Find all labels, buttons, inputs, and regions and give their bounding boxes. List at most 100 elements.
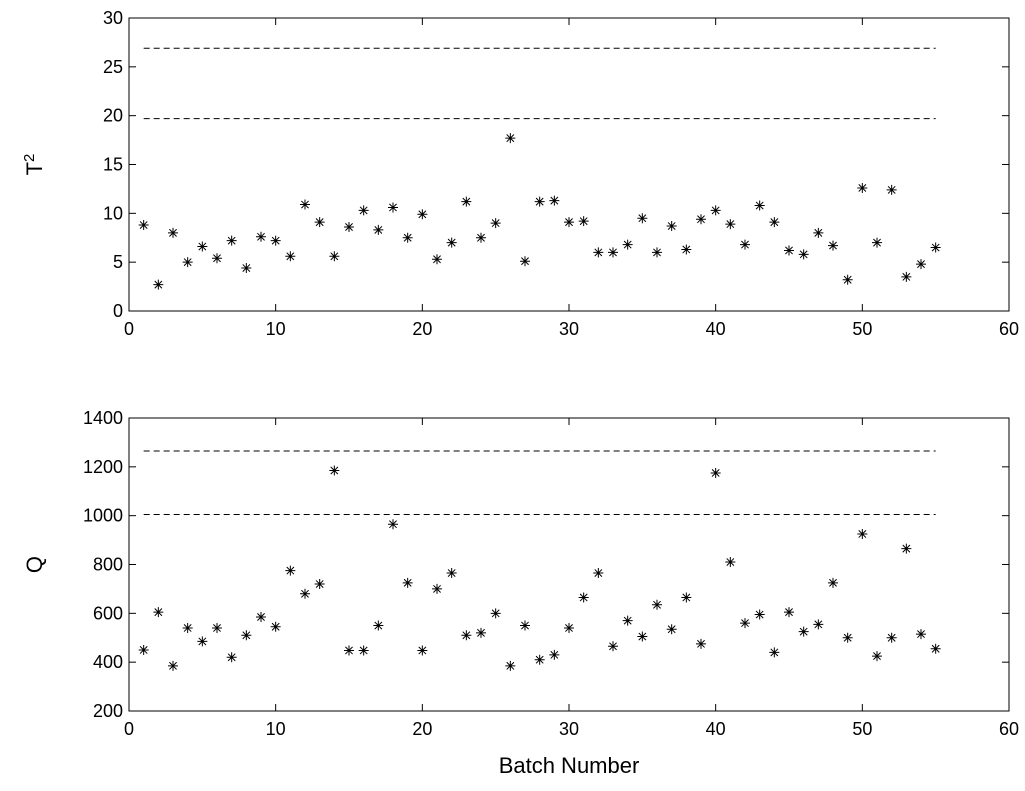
- q-data-point: [446, 568, 457, 579]
- q-data-point: [930, 643, 941, 654]
- q-data-point: [197, 636, 208, 647]
- q-y-ticks: 200 400 600 800 1000 1200 1400: [83, 408, 1009, 721]
- q-y-tick-label: 1200: [83, 457, 123, 477]
- q-data-point: [329, 465, 340, 476]
- t2-data-point: [212, 253, 222, 264]
- t2-data-point: [388, 202, 398, 213]
- q-data-point: [754, 609, 765, 620]
- q-data-point: [402, 577, 413, 588]
- t2-data-point: [153, 279, 164, 290]
- t2-data-point: [520, 256, 530, 267]
- t2-data-points: [138, 133, 941, 290]
- t2-data-point: [813, 227, 824, 238]
- t2-data-point: [226, 235, 237, 246]
- t2-data-point: [476, 232, 486, 243]
- q-data-point: [417, 645, 428, 656]
- q-data-point: [270, 621, 281, 632]
- t2-x-ticks: 0 10 20 30 40 50 60: [124, 18, 1019, 339]
- q-data-point: [622, 615, 633, 626]
- t2-data-point: [241, 263, 252, 274]
- q-axes-frame: [128, 417, 1010, 712]
- q-x-tick-label: 0: [124, 719, 134, 739]
- q-data-point: [226, 652, 237, 663]
- q-y-tick-label: 1400: [83, 408, 123, 428]
- q-data-point: [490, 608, 501, 619]
- q-data-point: [842, 632, 853, 643]
- t2-data-point: [373, 224, 384, 235]
- t2-data-point: [534, 196, 545, 207]
- q-y-tick-label: 800: [93, 555, 123, 575]
- t2-data-point: [168, 227, 178, 238]
- q-x-ticks: 0 10 20 30 40 50 60: [124, 418, 1019, 739]
- q-data-point: [916, 629, 926, 640]
- t2-data-point: [681, 244, 692, 255]
- q-data-points: [138, 465, 941, 671]
- q-data-point: [652, 599, 662, 610]
- t2-data-point: [461, 196, 472, 207]
- t2-data-point: [930, 242, 941, 253]
- t2-data-point: [725, 219, 736, 230]
- t2-x-tick-label: 0: [124, 319, 134, 339]
- t2-data-point: [608, 247, 618, 258]
- q-x-axis-label: Batch Number: [499, 753, 640, 778]
- t2-data-point: [197, 241, 208, 252]
- q-data-point: [564, 622, 574, 633]
- q-data-point: [696, 638, 706, 649]
- q-y-axis-label: Q: [22, 556, 47, 573]
- t2-data-point: [872, 237, 882, 248]
- q-x-tick-label: 10: [266, 719, 286, 739]
- t2-data-point: [300, 199, 310, 210]
- t2-data-point: [798, 249, 809, 260]
- t2-data-point: [432, 254, 442, 265]
- q-data-point: [857, 528, 868, 539]
- q-x-tick-label: 50: [852, 719, 872, 739]
- t2-data-point: [901, 271, 912, 282]
- t2-data-point: [622, 239, 633, 250]
- q-data-point: [813, 619, 824, 630]
- q-y-tick-label: 200: [93, 701, 123, 721]
- t2-data-point: [578, 216, 589, 227]
- t2-data-point: [652, 247, 662, 258]
- q-data-point: [593, 568, 604, 579]
- q-data-point: [505, 660, 516, 671]
- q-data-point: [256, 611, 266, 622]
- q-data-point: [769, 647, 780, 658]
- t2-data-point: [270, 235, 281, 246]
- q-data-point: [314, 579, 325, 590]
- t2-axes-frame: [128, 17, 1010, 312]
- t2-data-point: [505, 133, 516, 144]
- t2-data-point: [402, 232, 413, 243]
- t2-y-tick-label: 30: [103, 8, 123, 28]
- t2-x-tick-label: 60: [999, 319, 1019, 339]
- t2-data-point: [740, 239, 750, 250]
- t2-data-point: [637, 213, 648, 224]
- t2-data-point: [490, 218, 501, 229]
- t2-data-point: [754, 200, 765, 211]
- q-data-point: [344, 645, 354, 656]
- q-y-tick-label: 400: [93, 652, 123, 672]
- t2-x-tick-label: 10: [266, 319, 286, 339]
- q-data-point: [784, 607, 794, 618]
- t2-x-tick-label: 50: [852, 319, 872, 339]
- t2-y-tick-label: 10: [103, 203, 123, 223]
- q-y-tick-label: 600: [93, 603, 123, 623]
- q-data-point: [798, 626, 809, 637]
- q-data-point: [182, 622, 193, 633]
- t2-data-point: [446, 237, 457, 248]
- q-data-point: [886, 632, 897, 643]
- t2-data-point: [329, 251, 340, 262]
- q-data-point: [534, 654, 545, 665]
- q-data-point: [578, 592, 589, 603]
- q-data-point: [608, 641, 618, 652]
- q-data-point: [872, 651, 882, 662]
- q-y-tick-label: 1000: [83, 506, 123, 526]
- t2-data-point: [358, 205, 369, 216]
- t2-data-point: [182, 257, 193, 268]
- t2-data-point: [344, 222, 354, 233]
- t2-data-point: [710, 205, 721, 216]
- q-control-limits: [143, 450, 936, 515]
- t2-data-point: [857, 182, 868, 193]
- q-x-tick-label: 20: [412, 719, 432, 739]
- t2-chart-panel: 0 10 20 30 40 50 60 0 5 10 15 20 25 30 T2: [21, 8, 1020, 339]
